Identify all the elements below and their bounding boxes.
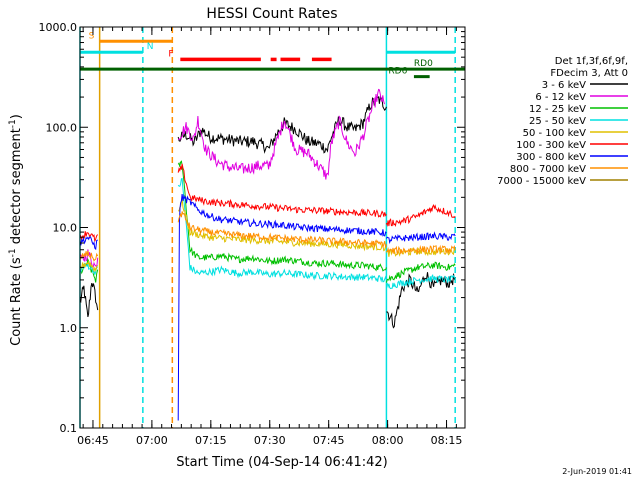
series-line-3-6kev	[386, 272, 456, 329]
series-line-3-6kev	[79, 282, 99, 318]
legend-entry-label: 7000 - 15000 keV	[497, 176, 586, 187]
legend-entry-label: 6 - 12 keV	[535, 92, 586, 103]
y-tick-label: 1.0	[60, 322, 78, 335]
flag-bar-label: F	[168, 49, 173, 59]
y-tick-label: 1000.0	[39, 21, 78, 34]
legend-header-line: FDecim 3, Att 0	[550, 68, 628, 79]
chart-title: HESSI Count Rates	[206, 6, 337, 22]
y-axis-label-mid: detector segment	[9, 128, 24, 248]
y-axis-label-close: )	[9, 114, 24, 119]
legend: Det 1f,3f,6f,9f,FDecim 3, Att 03 - 6 keV…	[497, 56, 628, 187]
legend-entry-label: 100 - 300 keV	[516, 140, 586, 151]
flag-bar-label: N	[147, 42, 154, 52]
series-line-50-100kev	[79, 260, 99, 273]
legend-entry-label: 12 - 25 keV	[529, 104, 586, 115]
legend-entry-label: 800 - 7000 keV	[510, 164, 586, 175]
series-line-3-6kev	[177, 95, 387, 154]
series-line-100-300kev	[177, 163, 387, 218]
y-axis-label: Count Rate (s-1 detector segment-1)	[8, 114, 24, 346]
x-axis-label: Start Time (04-Sep-14 06:41:42)	[176, 455, 387, 470]
y-axis-label-prefix: Count Rate (s	[9, 257, 24, 346]
y-axis-label-sup2: -1	[8, 119, 18, 128]
y-tick-label: 0.1	[60, 422, 78, 435]
y-axis-label-sup: -1	[8, 248, 18, 257]
series-line-300-800kev	[386, 231, 456, 245]
series-line-800-7000kev	[177, 211, 387, 248]
legend-header-line: Det 1f,3f,6f,9f,	[555, 56, 628, 67]
x-tick-label: 08:15	[431, 434, 463, 447]
series-line-12-25kev	[177, 160, 387, 272]
series-line-12-25kev	[385, 261, 456, 283]
x-tick-label: 07:45	[313, 434, 345, 447]
series-line-6-12kev	[177, 88, 385, 180]
series-line-300-800kev	[177, 193, 387, 421]
series-line-100-300kev	[79, 231, 99, 242]
series-line-50-100kev	[177, 198, 387, 252]
series-line-800-7000kev	[79, 250, 99, 262]
series-line-25-50kev	[177, 177, 387, 283]
x-tick-label: 07:30	[254, 434, 286, 447]
plot-area: S N F RD0 RD6	[79, 27, 465, 428]
x-tick-label: 08:00	[372, 434, 404, 447]
footer-date: 2-Jun-2019 01:41	[562, 467, 632, 476]
legend-entry-label: 25 - 50 keV	[529, 116, 586, 127]
y-tick-label: 100.0	[46, 121, 78, 134]
series-line-25-50kev	[386, 273, 456, 290]
series-line-800-7000kev	[386, 244, 456, 256]
x-tick-label: 07:00	[136, 434, 168, 447]
axes: 0.1 1.0 10.0 100.0 1000.0 06:45 07:00 07:15 07:3…	[39, 21, 466, 447]
legend-entry-label: 50 - 100 keV	[523, 128, 587, 139]
y-tick-label: 10.0	[53, 222, 78, 235]
x-tick-label: 07:15	[195, 434, 227, 447]
legend-entry-label: 3 - 6 keV	[542, 80, 586, 91]
x-tick-label: 06:45	[77, 434, 109, 447]
flag-bar-label: S	[89, 31, 95, 41]
flag-bar-label: RD6	[388, 67, 407, 77]
series-line-100-300kev	[385, 203, 456, 227]
series-line-300-800kev	[79, 236, 98, 251]
flag-bar-label: RD0	[414, 59, 433, 69]
legend-entry-label: 300 - 800 keV	[516, 152, 586, 163]
